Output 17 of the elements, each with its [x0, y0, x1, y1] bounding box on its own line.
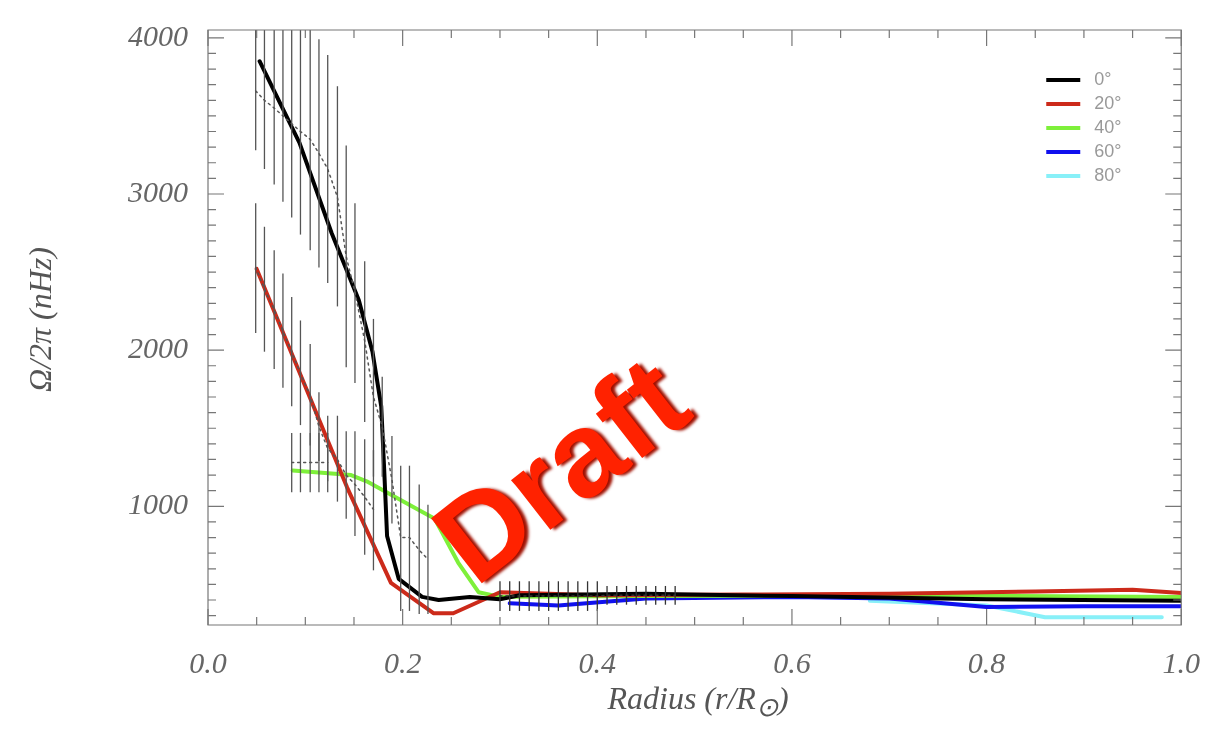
legend-label: 40° — [1094, 116, 1122, 137]
x-axis-title: Radius (r/R$_{⊙}$) — [606, 680, 790, 724]
x-tick-label: 1.0 — [1162, 645, 1200, 679]
legend-label: 20° — [1094, 92, 1122, 113]
x-tick-label: 0.2 — [383, 645, 422, 679]
x-tick-label: 0.8 — [967, 645, 1006, 679]
y-tick-label: 1000 — [128, 487, 188, 521]
legend-label: 80° — [1094, 164, 1122, 185]
x-tick-label: 0.0 — [189, 645, 227, 679]
y-tick-label: 4000 — [128, 18, 188, 52]
y-axis-title: Ω/2π (nHz) — [21, 246, 59, 394]
legend-label: 60° — [1094, 140, 1122, 161]
x-tick-label: 0.6 — [773, 645, 811, 679]
y-tick-label: 2000 — [128, 331, 188, 365]
y-tick-label: 3000 — [127, 174, 188, 208]
x-tick-label: 0.4 — [578, 645, 617, 679]
legend-label: 0° — [1094, 68, 1112, 89]
